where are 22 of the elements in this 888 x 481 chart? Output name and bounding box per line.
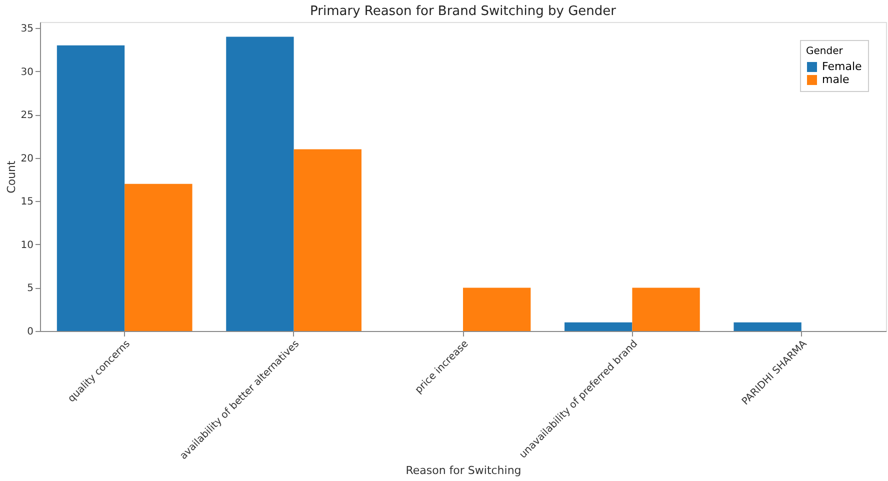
y-tick-label: 30 — [20, 66, 34, 78]
bar — [463, 288, 531, 331]
legend-title: Gender — [806, 46, 844, 57]
y-tick-label: 35 — [20, 24, 34, 35]
y-tick-label: 10 — [20, 240, 34, 251]
x-axis-title: Reason for Switching — [406, 464, 522, 478]
bar — [564, 322, 632, 331]
legend-label: Female — [822, 60, 862, 73]
chart-title: Primary Reason for Brand Switching by Gender — [310, 4, 617, 19]
legend-label: male — [822, 73, 850, 86]
y-tick-label: 0 — [27, 326, 34, 338]
bar — [294, 149, 362, 331]
y-tick-label: 25 — [20, 110, 34, 122]
y-tick-label: 15 — [20, 196, 34, 208]
bar — [124, 184, 192, 331]
y-tick-label: 5 — [27, 283, 34, 294]
bar — [734, 322, 802, 331]
bar — [632, 288, 700, 331]
y-axis-title: Count — [4, 160, 18, 194]
bar — [226, 36, 294, 331]
y-tick-label: 20 — [20, 153, 34, 164]
bar — [56, 45, 125, 331]
